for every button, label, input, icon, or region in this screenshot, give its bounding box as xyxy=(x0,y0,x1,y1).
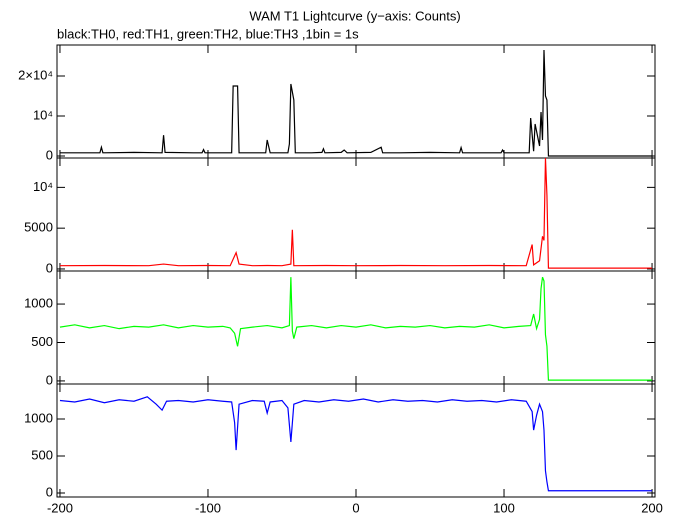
panel-frame xyxy=(56,383,656,498)
x-tick-label: 100 xyxy=(493,500,515,515)
y-tick-label: 0 xyxy=(46,147,53,162)
y-tick-label: 2×10⁴ xyxy=(18,67,53,82)
y-tick-label: 0 xyxy=(46,260,53,275)
y-tick-label: 1000 xyxy=(24,410,53,425)
panel-frame xyxy=(56,157,656,272)
y-tick-label: 500 xyxy=(31,334,53,349)
chart-title: WAM T1 Lightcurve (y−axis: Counts) xyxy=(249,8,460,23)
y-tick-label: 500 xyxy=(31,447,53,462)
x-tick-label: 200 xyxy=(641,500,663,515)
x-tick-label: -100 xyxy=(195,500,221,515)
x-tick-label: 0 xyxy=(352,500,359,515)
light-curve xyxy=(59,49,653,157)
y-tick-label: 0 xyxy=(46,484,53,499)
light-curve xyxy=(59,276,653,381)
light-curve xyxy=(59,396,653,492)
y-tick-label: 5000 xyxy=(24,220,53,235)
y-tick-label: 0 xyxy=(46,372,53,387)
y-tick-label: 1000 xyxy=(24,295,53,310)
y-tick-label: 10⁴ xyxy=(33,107,53,122)
panel-frame xyxy=(56,44,656,159)
light-curve xyxy=(59,157,653,269)
chart-subtitle: black:TH0, red:TH1, green:TH2, blue:TH3 … xyxy=(57,26,359,41)
x-tick-label: -200 xyxy=(47,500,73,515)
y-tick-label: 10⁴ xyxy=(33,179,53,194)
